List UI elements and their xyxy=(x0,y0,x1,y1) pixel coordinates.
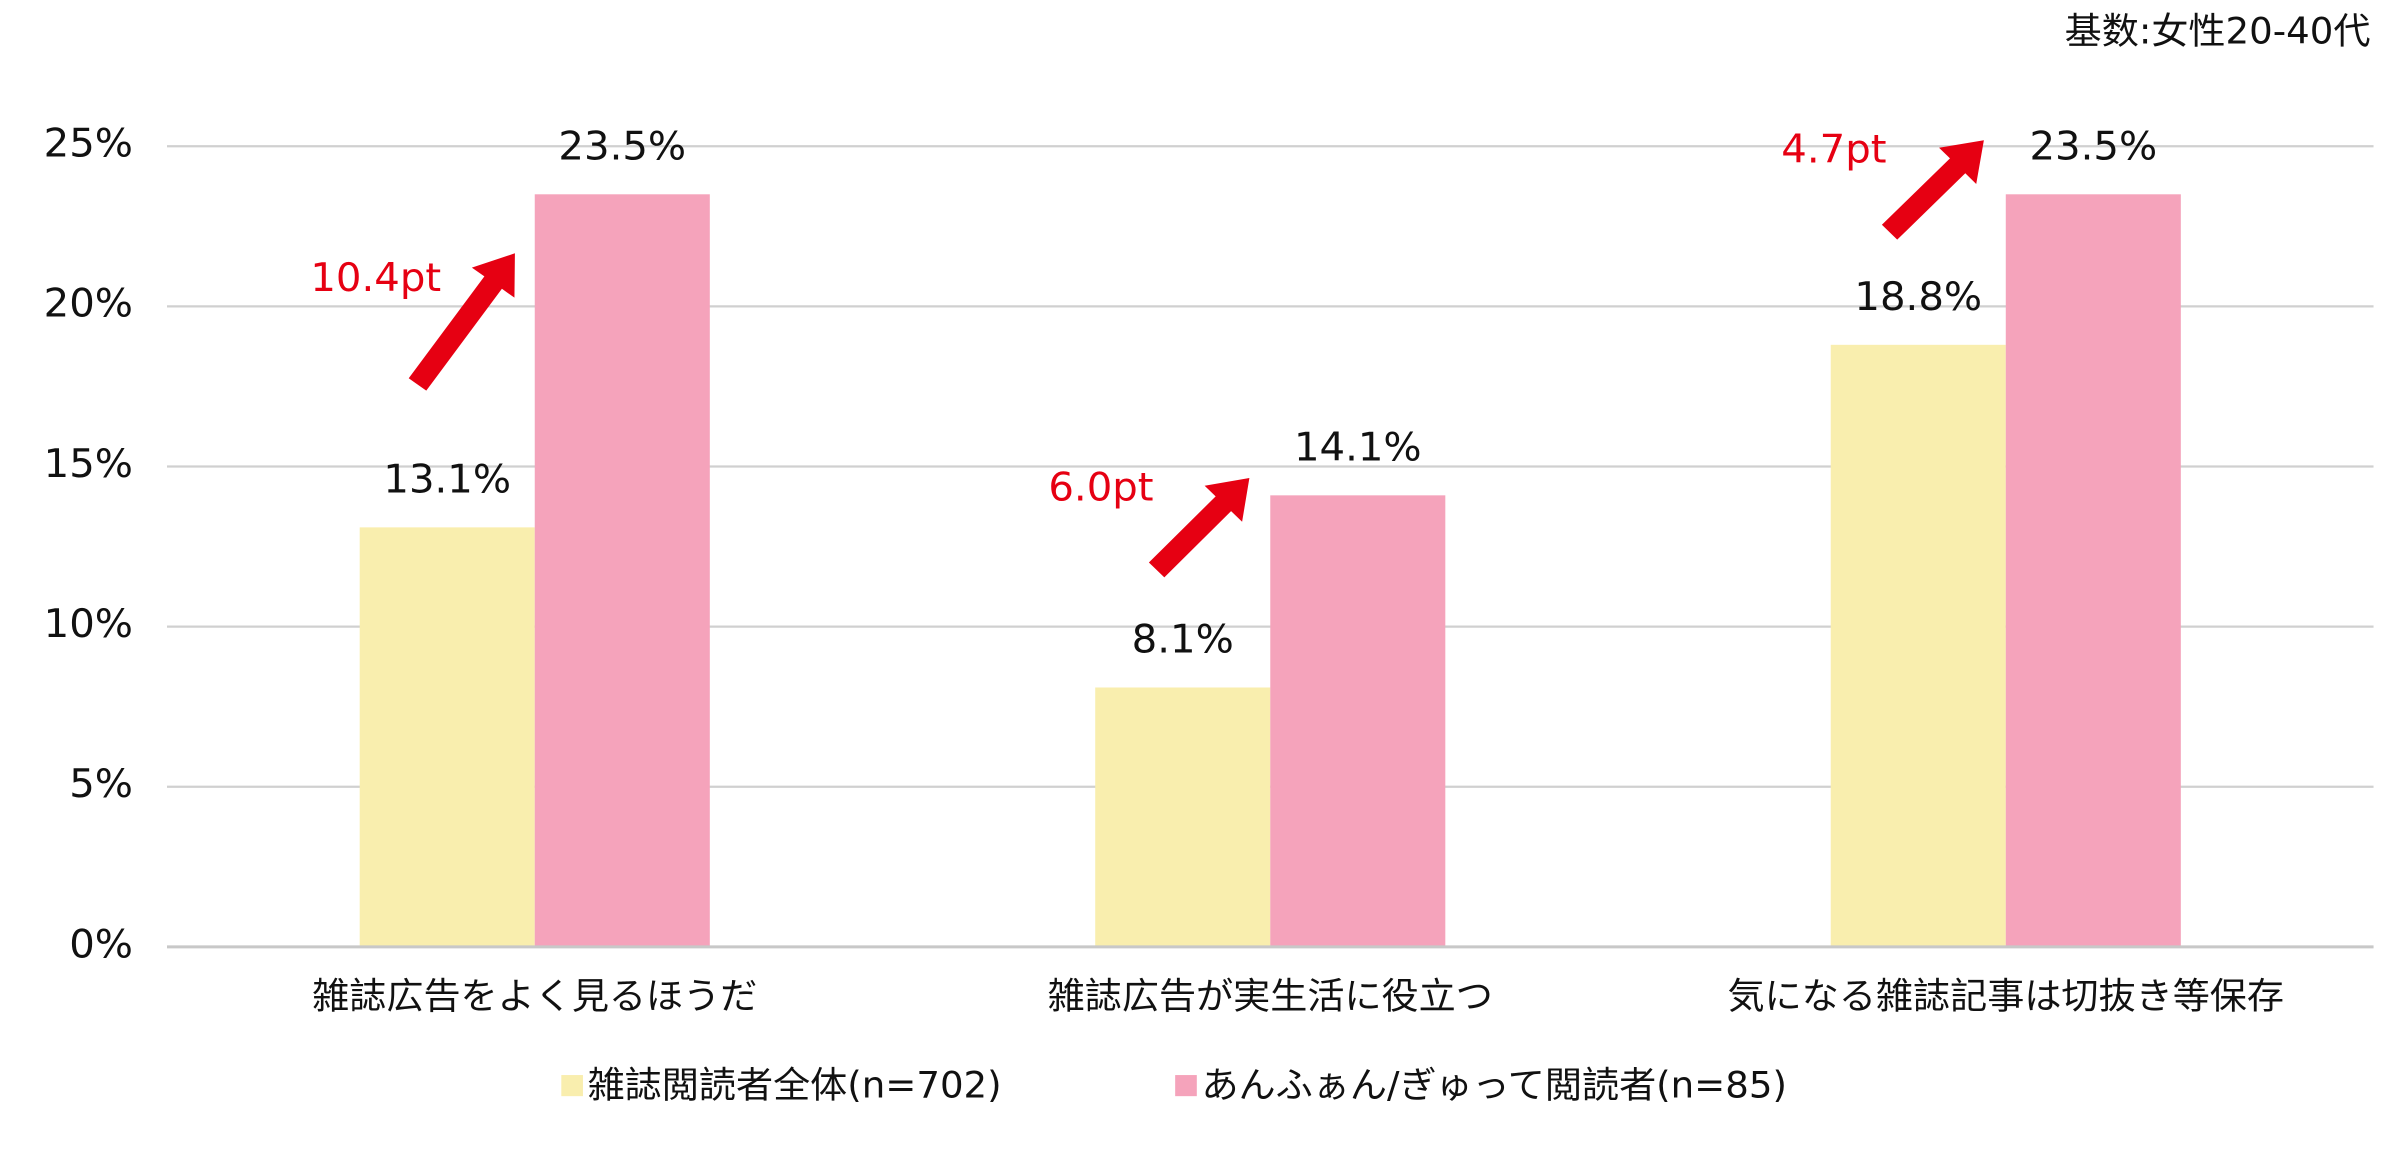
x-tick-label: 雑誌広告が実生活に役立つ xyxy=(1048,975,1493,1017)
legend-label: あんふぁん/ぎゅって閲読者(n=85) xyxy=(1201,1064,1786,1106)
annotation: 6.0pt xyxy=(1048,465,1153,510)
arrow xyxy=(1881,140,1984,240)
value-label: 23.5% xyxy=(2029,124,2157,169)
legend-swatch xyxy=(561,1075,583,1097)
value-label: 18.8% xyxy=(1854,274,1982,319)
arrow xyxy=(408,253,515,391)
annotation: 4.7pt xyxy=(1781,127,1886,172)
y-tick-label: 25% xyxy=(44,121,133,166)
y-tick-label: 5% xyxy=(69,762,133,807)
y-tick-label: 15% xyxy=(44,441,133,486)
bar xyxy=(1095,687,1271,947)
annotation: 10.4pt xyxy=(310,255,441,300)
bar xyxy=(1270,495,1446,947)
y-tick-label: 10% xyxy=(44,601,133,646)
bar xyxy=(2005,194,2181,947)
note: 基数:女性20-40代 xyxy=(2065,10,2371,52)
y-tick-label: 20% xyxy=(44,281,133,326)
value-label: 13.1% xyxy=(383,457,511,502)
bar xyxy=(1830,344,2006,947)
bar xyxy=(359,527,535,947)
legend-swatch xyxy=(1175,1075,1197,1097)
x-tick-label: 雑誌広告をよく見るほうだ xyxy=(312,975,757,1017)
x-tick-label: 気になる雑誌記事は切抜き等保存 xyxy=(1728,975,2285,1017)
legend-label: 雑誌閲読者全体(n=702) xyxy=(588,1064,1002,1106)
y-tick-label: 0% xyxy=(69,922,133,967)
arrow xyxy=(1148,477,1250,578)
value-label: 14.1% xyxy=(1294,425,1422,470)
value-label: 8.1% xyxy=(1132,617,1234,662)
value-label: 23.5% xyxy=(558,124,686,169)
bar xyxy=(534,194,710,947)
